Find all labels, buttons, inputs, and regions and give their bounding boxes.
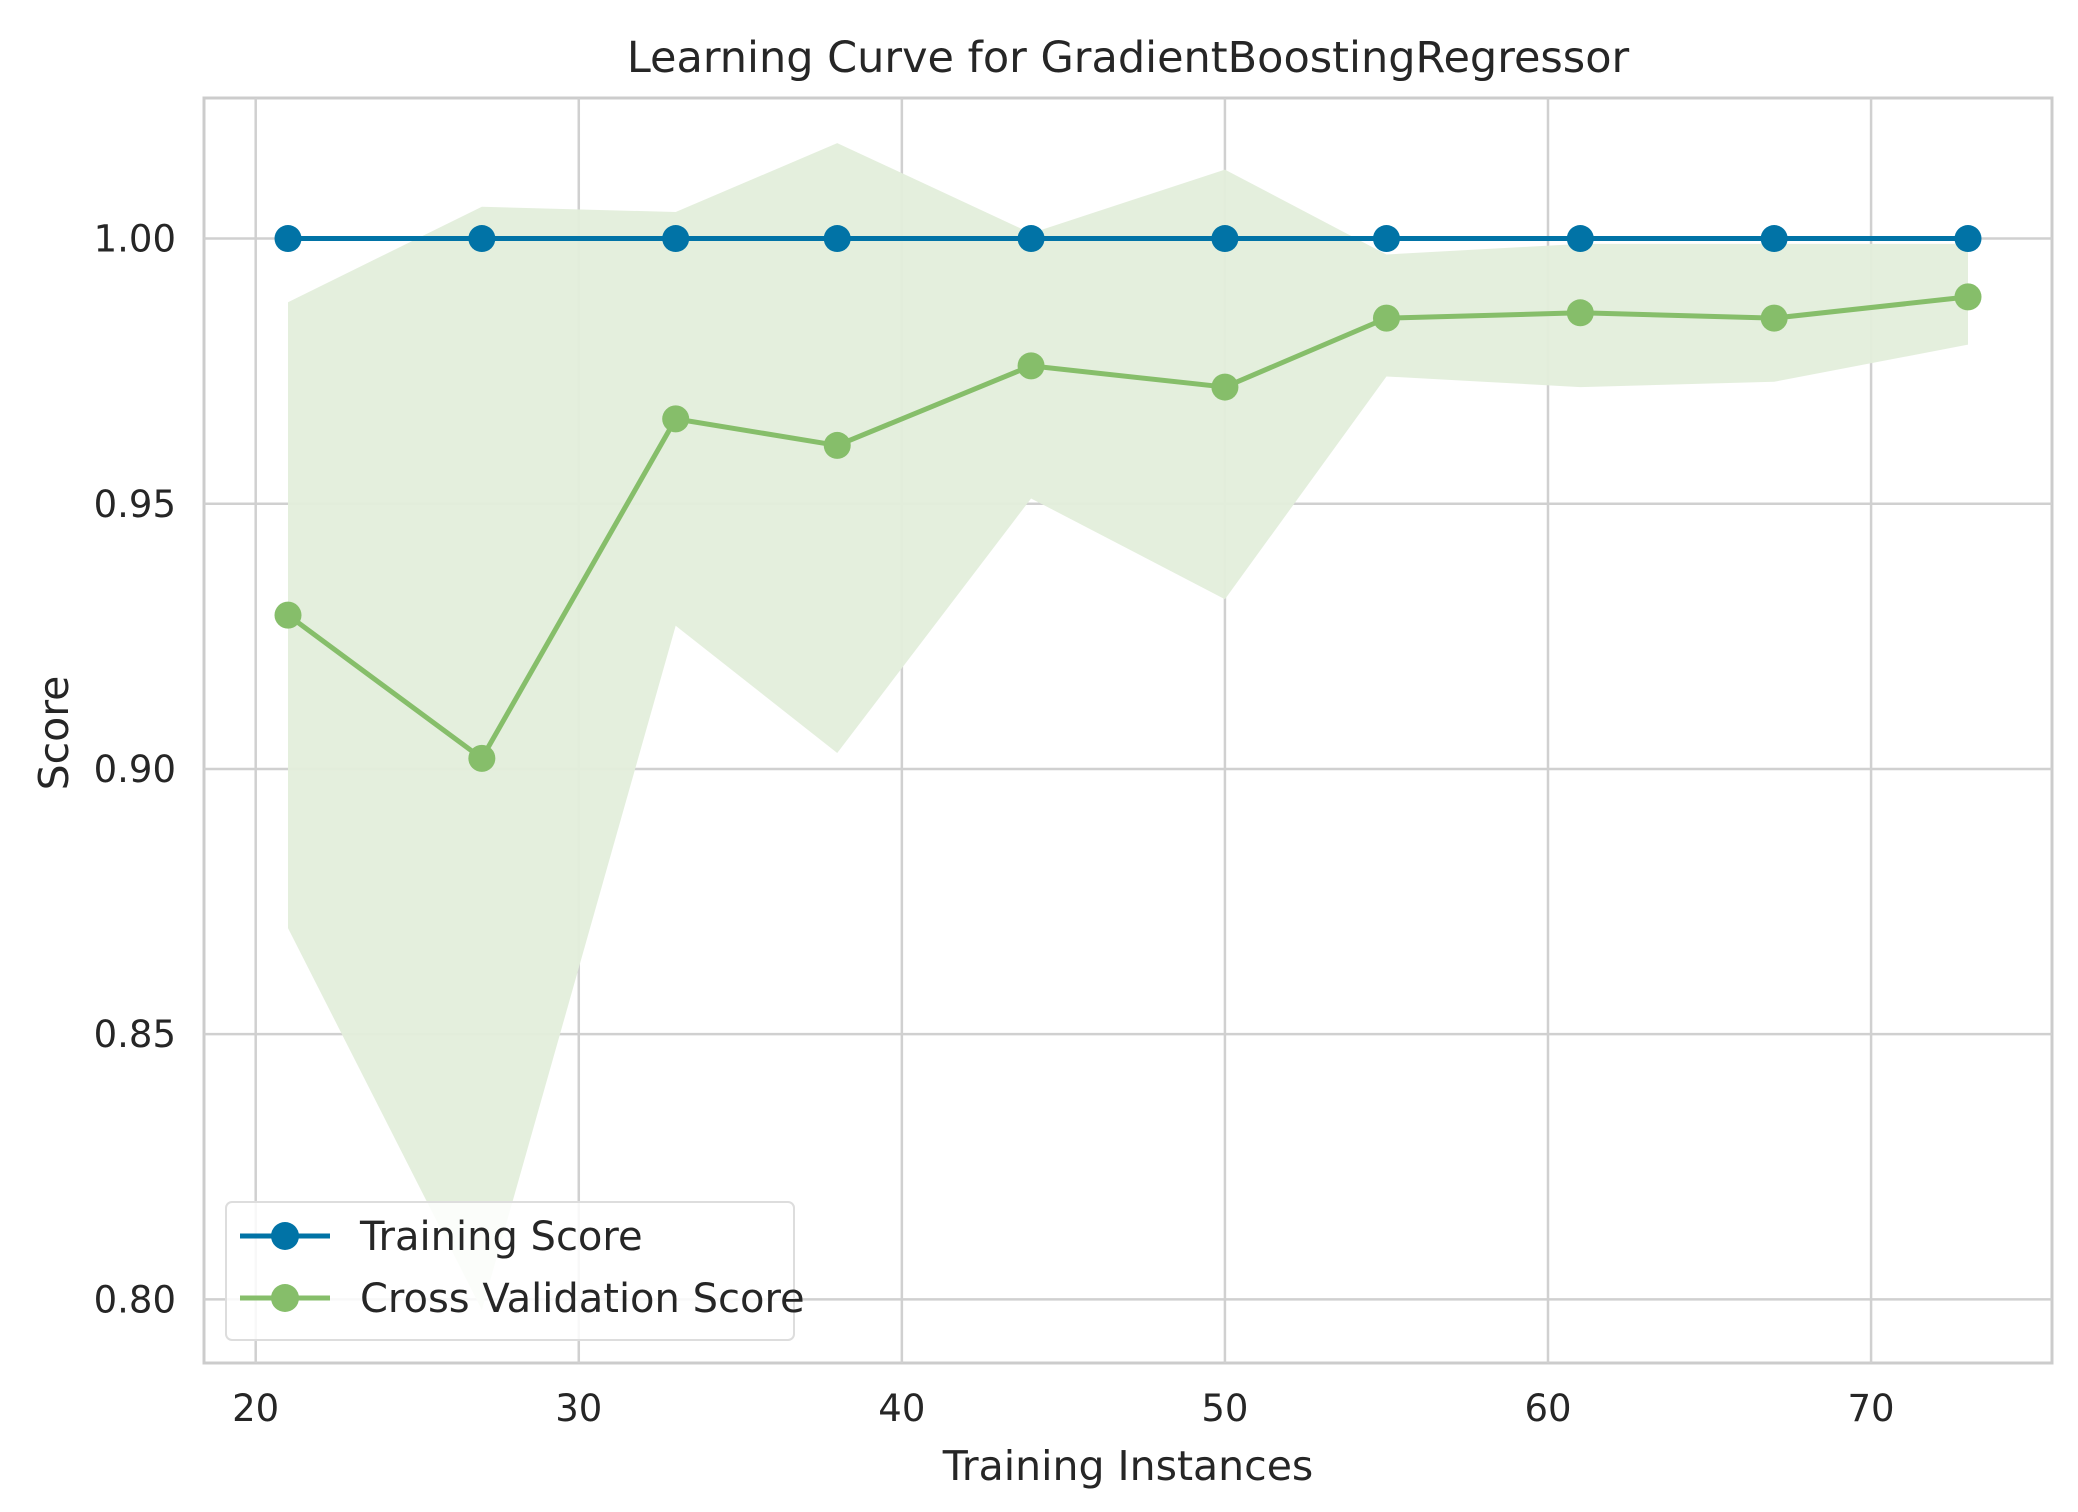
legend-swatch-cv-marker [271,1284,299,1312]
variance-bands [288,143,1968,1310]
training-score-point [1211,225,1239,253]
legend-label-cv: Cross Validation Score [360,1276,805,1322]
cv-score-point [1017,352,1045,380]
y-tick-label: 0.80 [94,1278,176,1321]
cv-score-point [823,431,851,459]
y-tick-label: 1.00 [94,218,176,261]
y-axis-label: Score [30,676,78,791]
cv-score-point [1760,304,1788,332]
legend-swatch-training-marker [271,1222,299,1250]
training-score-point [1760,225,1788,253]
cv-score-point [1211,373,1239,401]
training-score-point [274,225,302,253]
cv-variance-band [288,143,1968,1310]
legend-label-training: Training Score [359,1214,643,1260]
series-lines [286,236,1969,761]
training-score-point [1954,225,1982,253]
legend: Training Score Cross Validation Score [225,1201,805,1341]
cv-score-point [1372,304,1400,332]
x-tick-label: 50 [1201,1387,1248,1430]
training-score-point [662,225,690,253]
cv-score-point [662,405,690,433]
x-tick-label: 70 [1848,1387,1895,1430]
training-score-point [1566,225,1594,253]
x-tick-label: 30 [555,1387,602,1430]
y-tick-label: 0.95 [94,483,176,526]
training-score-point [823,225,851,253]
training-score-point [468,225,496,253]
x-tick-label: 60 [1524,1387,1571,1430]
x-axis-label: Training Instances [942,1442,1314,1490]
x-tick-labels: 20 30 40 50 60 70 [232,1387,1894,1430]
x-tick-label: 20 [232,1387,279,1430]
cv-score-point [1954,283,1982,311]
x-tick-label: 40 [878,1387,925,1430]
training-score-point [1017,225,1045,253]
cv-score-point [1566,299,1594,327]
y-tick-label: 0.90 [94,748,176,791]
cv-score-point [274,601,302,629]
chart-title: Learning Curve for GradientBoostingRegre… [627,33,1630,83]
y-tick-labels: 0.80 0.85 0.90 0.95 1.00 [94,218,176,1322]
cv-score-point [468,744,496,772]
legend-frame [225,1201,795,1341]
training-score-point [1372,225,1400,253]
series-points [274,225,1982,772]
y-tick-label: 0.85 [94,1013,176,1056]
cv-score-line [286,294,1969,761]
